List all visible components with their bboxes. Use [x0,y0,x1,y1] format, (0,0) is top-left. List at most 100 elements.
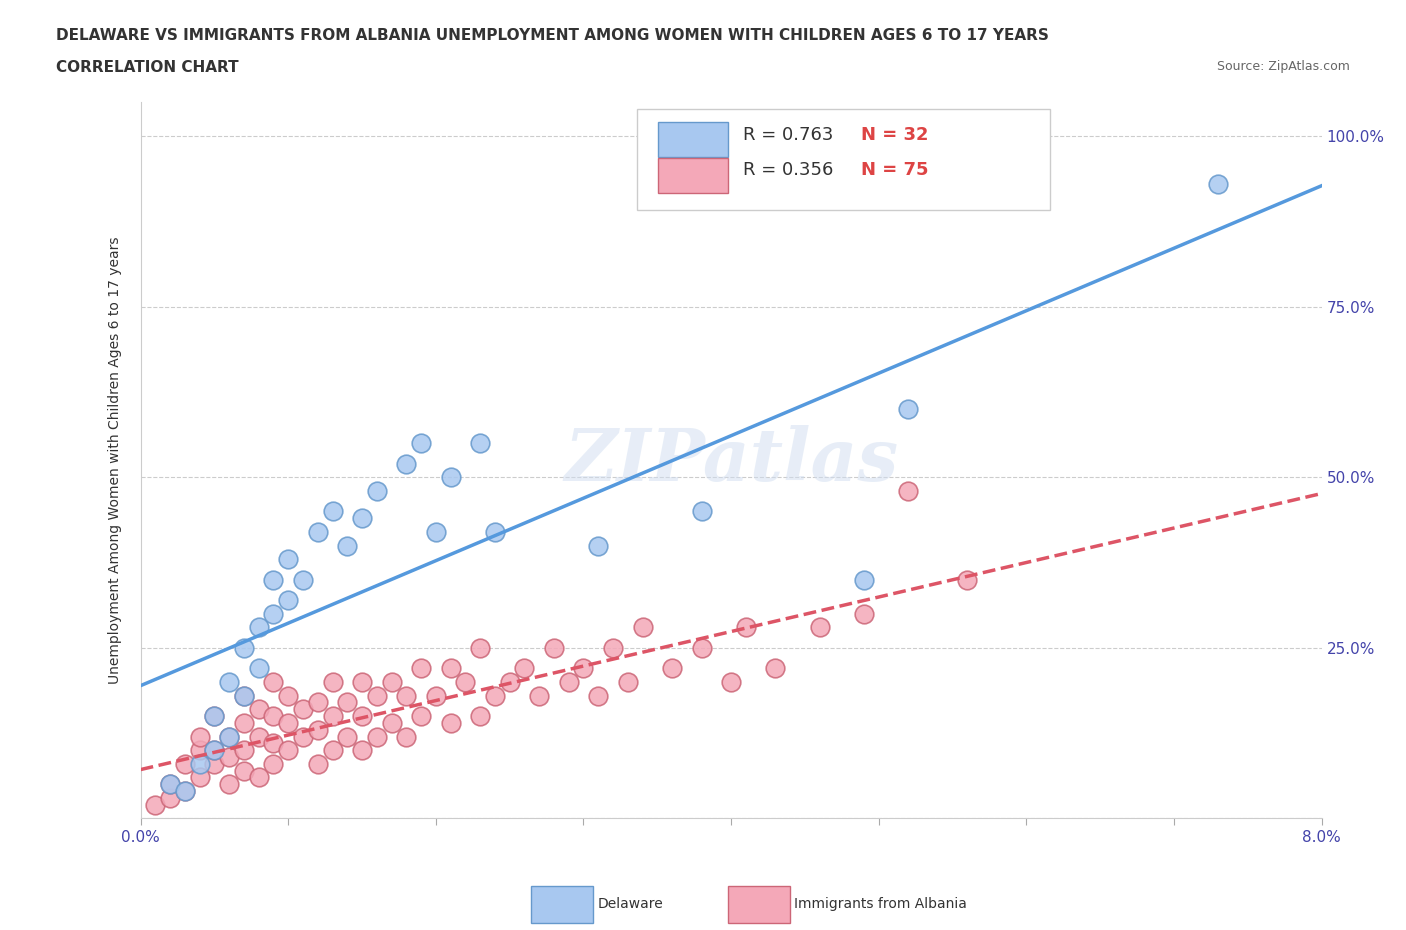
Text: Source: ZipAtlas.com: Source: ZipAtlas.com [1216,60,1350,73]
Point [720,674,742,689]
Point [661,661,683,676]
Point [735,620,758,635]
Point [277,715,299,730]
Point [159,777,181,791]
Point [380,674,404,689]
Point [395,729,418,744]
Text: N = 32: N = 32 [860,126,928,143]
Point [262,756,284,771]
Point [484,525,506,539]
Point [218,674,240,689]
Point [1206,177,1229,192]
Point [233,688,256,703]
Text: CORRELATION CHART: CORRELATION CHART [56,60,239,75]
Text: N = 75: N = 75 [860,161,928,179]
Point [366,688,388,703]
Point [529,688,551,703]
Point [307,723,329,737]
Point [202,743,225,758]
Point [690,641,713,656]
Point [588,688,610,703]
Point [543,641,565,656]
Point [277,592,299,607]
Point [247,770,270,785]
Point [352,743,374,758]
Point [233,641,256,656]
Point [352,709,374,724]
Point [956,572,979,587]
Point [188,756,211,771]
Point [307,756,329,771]
Point [174,784,197,799]
Point [852,606,875,621]
Text: ZIPatlas: ZIPatlas [564,425,898,496]
Point [218,729,240,744]
Point [202,743,225,758]
Point [321,504,344,519]
FancyBboxPatch shape [637,110,1050,210]
Point [321,709,344,724]
FancyBboxPatch shape [658,123,727,157]
Point [277,551,299,566]
Point [380,715,404,730]
Point [292,572,315,587]
Point [159,777,181,791]
Point [425,688,447,703]
Point [336,695,359,710]
Point [690,504,713,519]
Point [233,743,256,758]
Point [411,661,433,676]
Text: R = 0.763: R = 0.763 [742,126,834,143]
Point [307,525,329,539]
Point [352,674,374,689]
Point [440,715,463,730]
Point [897,484,920,498]
Point [484,688,506,703]
Point [159,790,181,805]
Point [277,743,299,758]
Point [218,777,240,791]
Point [247,702,270,717]
Point [247,620,270,635]
Point [513,661,536,676]
Point [233,688,256,703]
Point [897,402,920,417]
Point [145,797,166,812]
Point [262,572,284,587]
Point [188,770,211,785]
Point [425,525,447,539]
Point [262,709,284,724]
Point [572,661,595,676]
Y-axis label: Unemployment Among Women with Children Ages 6 to 17 years: Unemployment Among Women with Children A… [108,236,122,684]
Point [233,715,256,730]
Text: R = 0.356: R = 0.356 [742,161,834,179]
Point [616,674,638,689]
Text: Immigrants from Albania: Immigrants from Albania [794,897,967,911]
Point [174,784,197,799]
Point [233,764,256,778]
Text: Delaware: Delaware [598,897,664,911]
Point [557,674,581,689]
Point [588,538,610,553]
Point [292,702,315,717]
Point [336,538,359,553]
Point [174,756,197,771]
Point [440,661,463,676]
Point [470,436,492,451]
Point [247,661,270,676]
Point [247,729,270,744]
Point [188,743,211,758]
Point [262,674,284,689]
Point [292,729,315,744]
Point [277,688,299,703]
Point [440,470,463,485]
Point [765,661,787,676]
Point [202,756,225,771]
Point [218,750,240,764]
Point [262,736,284,751]
Point [602,641,624,656]
Point [808,620,831,635]
Point [411,709,433,724]
Point [307,695,329,710]
Point [366,484,388,498]
